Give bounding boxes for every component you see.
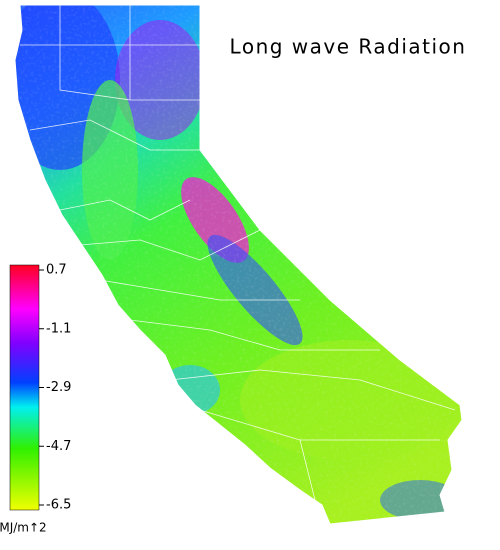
colorbar-tick-label: -6.5 <box>46 498 71 513</box>
colorbar <box>9 264 40 511</box>
colorbar-tick-label: -1.1 <box>46 321 71 336</box>
colorbar-tick-label: -4.7 <box>46 439 71 454</box>
colorbar-ticks: 0.7 -1.1 -2.9 -4.7 -6.5 <box>39 263 71 513</box>
colorbar-unit: MJ/m↑2 <box>0 521 47 535</box>
colorbar-tick-label: 0.7 <box>46 263 67 278</box>
colorbar-tick-label: -2.9 <box>46 380 71 395</box>
map-title: Long wave Radiation <box>230 35 467 59</box>
